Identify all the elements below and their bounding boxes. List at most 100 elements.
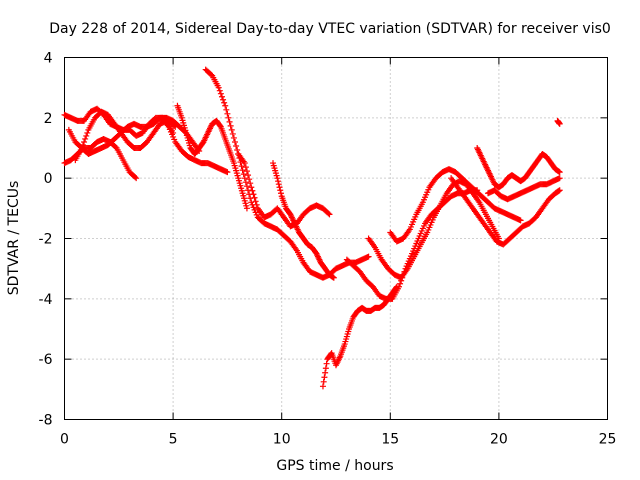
data-point (84, 129, 91, 136)
data-point (556, 120, 563, 127)
data-point (247, 180, 254, 187)
data-point (252, 198, 259, 205)
data-point (322, 365, 329, 372)
data-point (224, 169, 231, 176)
data-point (224, 110, 231, 117)
data-point (241, 175, 248, 182)
data-point (223, 106, 230, 113)
data-point (215, 84, 222, 91)
data-point (276, 184, 283, 191)
data-point (132, 174, 139, 181)
y-tick-label: 4 (44, 51, 53, 67)
series-arc-15 (474, 145, 563, 191)
data-point (229, 130, 236, 137)
data-point (556, 175, 563, 182)
data-point (243, 205, 250, 212)
data-point (556, 187, 563, 194)
data-point (250, 191, 257, 198)
x-tick-label: 20 (490, 432, 508, 448)
data-points (61, 66, 563, 390)
data-point (238, 163, 245, 170)
data-point (275, 181, 282, 188)
y-tick-label: -6 (39, 352, 53, 368)
data-point (277, 190, 284, 197)
data-point (225, 114, 232, 121)
data-point (241, 160, 248, 167)
ticks: 0 5 10 15 20 25 -8 -6 -4 -2 0 2 4 (39, 51, 617, 448)
series-arc-7 (202, 66, 372, 281)
chart-title: Day 228 of 2014, Sidereal Day-to-day VTE… (49, 21, 611, 37)
data-point (208, 71, 215, 78)
x-axis-label: GPS time / hours (276, 458, 393, 474)
data-point (242, 179, 249, 186)
x-tick-label: 5 (169, 432, 178, 448)
data-point (221, 99, 228, 106)
data-point (275, 178, 282, 185)
data-point (243, 168, 250, 175)
series-arc-8 (235, 151, 333, 230)
data-point (217, 90, 224, 97)
data-point (251, 194, 258, 201)
y-tick-label: -4 (39, 292, 53, 308)
series-outlier (554, 117, 563, 127)
data-point (82, 135, 89, 142)
data-point (320, 378, 327, 385)
data-point (365, 253, 372, 260)
data-point (222, 102, 229, 109)
x-tick-label: 10 (273, 432, 291, 448)
series-arc-5 (159, 114, 231, 176)
data-point (233, 142, 240, 149)
data-point (325, 210, 332, 217)
y-tick-label: 0 (44, 171, 53, 187)
data-point (81, 138, 88, 145)
y-tick-label: 2 (44, 111, 53, 127)
series-arc-13 (387, 166, 524, 245)
y-tick-label: -2 (39, 232, 53, 248)
series-arc-11 (343, 187, 481, 302)
data-point (253, 201, 260, 208)
series-arc-4 (72, 108, 177, 164)
series-arc-14 (448, 175, 563, 248)
data-point (243, 183, 250, 190)
series-arc-6 (174, 102, 250, 212)
data-point (239, 167, 246, 174)
data-point (248, 184, 255, 191)
series-arc-2 (61, 135, 140, 182)
data-point (83, 132, 90, 139)
series-arc-9 (270, 160, 337, 281)
data-point (78, 145, 85, 151)
data-point (277, 187, 284, 194)
data-point (226, 118, 233, 125)
data-point (220, 96, 227, 103)
data-point (246, 176, 253, 183)
data-point (216, 87, 223, 94)
data-point (556, 169, 563, 176)
data-point (517, 217, 524, 224)
x-tick-label: 25 (599, 432, 617, 448)
data-point (112, 143, 119, 150)
data-point (228, 126, 235, 133)
data-point (245, 172, 252, 179)
data-point (227, 122, 234, 129)
y-axis-label: SDTVAR / TECUs (6, 181, 22, 296)
data-point (323, 360, 330, 367)
data-point (240, 171, 247, 178)
data-point (319, 383, 326, 390)
series-arc-10 (319, 283, 400, 390)
series-arc-12 (365, 178, 502, 281)
data-point (232, 138, 239, 145)
data-point (217, 122, 224, 129)
data-point (274, 175, 281, 182)
data-point (397, 280, 404, 287)
data-point (326, 211, 333, 218)
data-point (242, 164, 249, 171)
data-point (79, 141, 86, 148)
y-tick-label: -8 (39, 413, 53, 429)
data-point (249, 187, 256, 194)
data-point (321, 374, 328, 381)
data-point (230, 134, 237, 141)
x-tick-label: 15 (381, 432, 399, 448)
data-point (133, 175, 140, 182)
data-point (234, 147, 241, 154)
